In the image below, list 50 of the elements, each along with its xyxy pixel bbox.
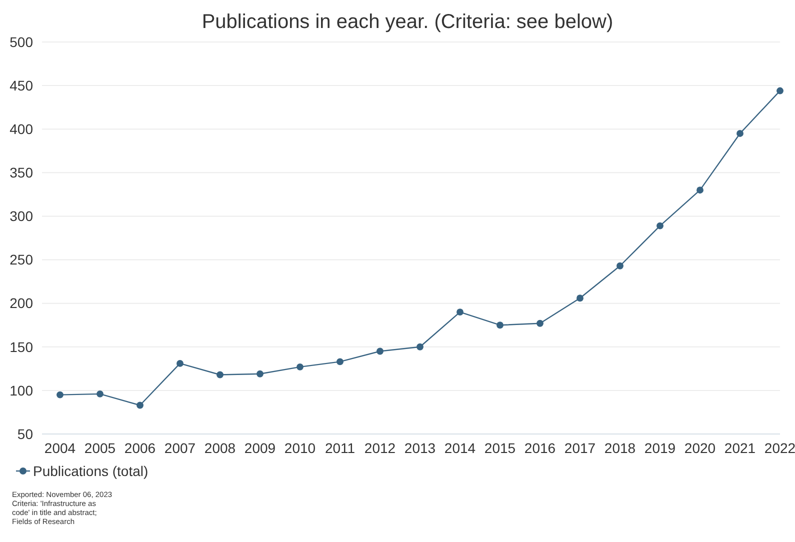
x-tick-label: 2005 (84, 440, 116, 456)
point (296, 363, 304, 370)
x-tick-label: 2013 (404, 440, 436, 456)
point (456, 308, 464, 316)
point (776, 87, 784, 94)
point (376, 348, 384, 355)
x-tick-label: 2022 (764, 440, 795, 456)
x-tick-label: 2012 (364, 440, 396, 456)
y-tick-label: 250 (10, 252, 34, 268)
point (256, 370, 264, 378)
point (136, 402, 144, 409)
x-tick-label: 2006 (124, 440, 156, 456)
point (536, 320, 544, 327)
y-tick-label: 400 (10, 121, 34, 138)
point (336, 358, 344, 366)
point (656, 222, 664, 230)
point (416, 343, 424, 350)
y-tick-label: 100 (10, 382, 34, 398)
x-tick-label: 2004 (44, 440, 76, 456)
x-tick-label: 2015 (484, 440, 516, 456)
x-tick-label: 2020 (684, 440, 716, 456)
chart-title: Publications in each year. (Criteria: see below) (202, 11, 614, 33)
point (176, 360, 184, 367)
point (56, 391, 64, 398)
x-tick-label: 2007 (164, 440, 196, 456)
y-tick-label: 450 (10, 77, 34, 94)
point (736, 130, 744, 137)
y-tick-label: 500 (10, 34, 34, 50)
point (96, 390, 104, 398)
y-tick-label: 350 (10, 164, 34, 181)
point (616, 262, 624, 270)
x-tick-label: 2009 (244, 440, 276, 456)
point (216, 371, 224, 378)
x-tick-label: 2014 (444, 440, 476, 456)
y-tick-label: 150 (10, 338, 34, 355)
x-tick-label: 2018 (604, 440, 636, 456)
legend-label: Publications (total) (33, 462, 148, 479)
y-tick-label: 200 (10, 295, 34, 312)
y-tick-label: 50 (17, 426, 34, 442)
point (696, 186, 704, 194)
point (496, 322, 504, 329)
x-tick-label: 2011 (324, 440, 356, 456)
x-tick-label: 2010 (284, 440, 316, 456)
x-tick-label: 2008 (204, 440, 236, 456)
y-tick-label: 300 (10, 208, 34, 224)
x-tick-label: 2019 (644, 440, 676, 456)
point (576, 294, 584, 302)
x-tick-label: 2016 (524, 440, 556, 456)
x-tick-label: 2017 (564, 440, 596, 456)
x-tick-label: 2021 (724, 440, 756, 456)
